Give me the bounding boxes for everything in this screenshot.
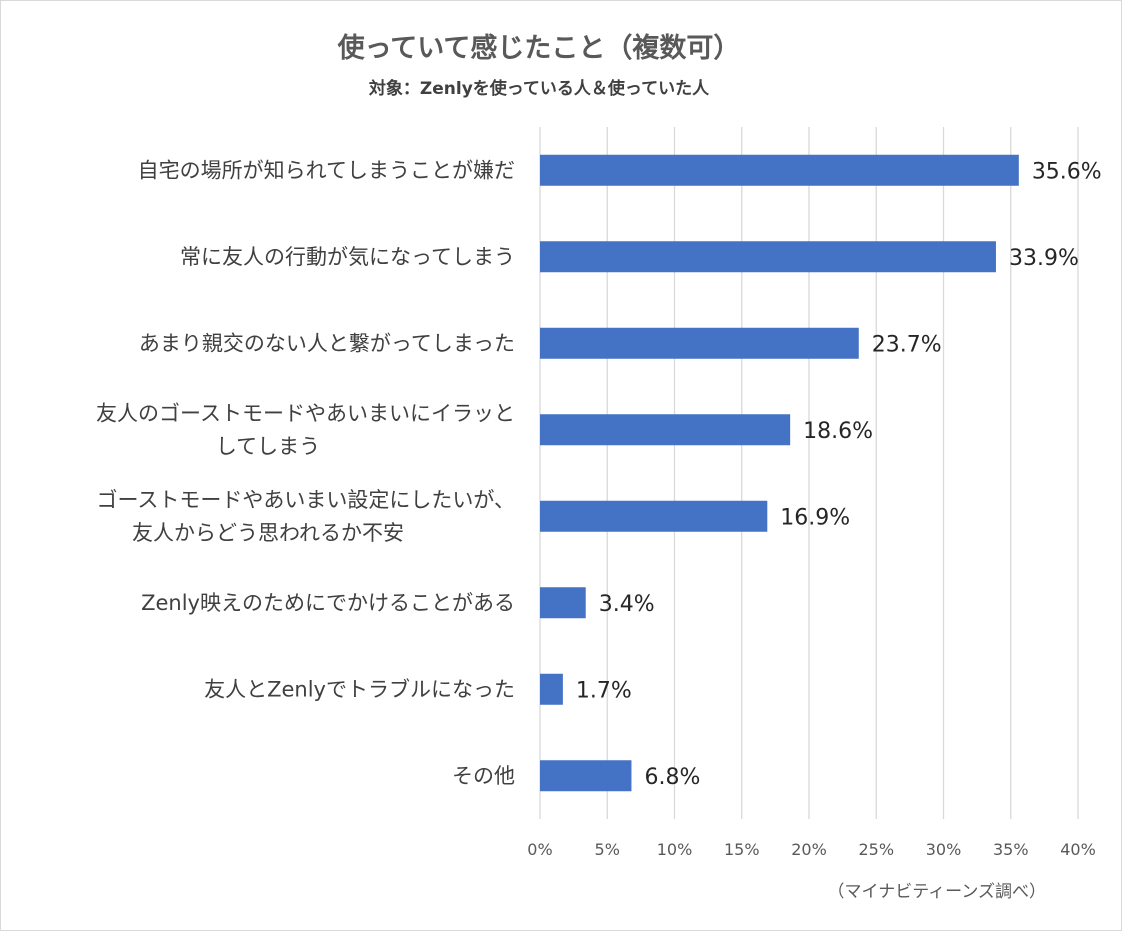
data-label: 18.6% bbox=[803, 419, 873, 444]
bar bbox=[540, 760, 632, 792]
category-label: Zenly映えのためにでかけることがある bbox=[141, 591, 515, 615]
chart-subtitle: 対象：Zenlyを使っている人＆使っていた人 bbox=[368, 78, 710, 99]
data-label: 23.7% bbox=[872, 332, 942, 357]
x-tick-label: 30% bbox=[926, 840, 962, 859]
data-label: 3.4% bbox=[599, 592, 655, 617]
category-label: 友人とZenlyでトラブルになった bbox=[204, 677, 515, 701]
bar bbox=[540, 241, 996, 273]
category-label: 自宅の場所が知られてしまうことが嫌だ bbox=[138, 158, 515, 182]
category-label: 友人のゴーストモードやあいまいにイラッと bbox=[96, 401, 515, 425]
x-tick-label: 5% bbox=[595, 840, 620, 859]
bar bbox=[540, 587, 586, 619]
x-axis-ticks: 0% 5% 10% 15% 20% 25% 30% 35% 40% bbox=[527, 840, 1095, 859]
category-label: 友人からどう思われるか不安 bbox=[132, 521, 404, 545]
bar bbox=[540, 414, 791, 446]
category-label: ゴーストモードやあいまい設定にしたいが、 bbox=[96, 488, 515, 512]
bar bbox=[540, 154, 1019, 186]
source-note: （マイナビティーンズ調べ） bbox=[828, 882, 1046, 902]
data-label: 1.7% bbox=[576, 678, 632, 703]
gridlines bbox=[539, 127, 1079, 819]
x-tick-label: 20% bbox=[791, 840, 827, 859]
x-tick-label: 0% bbox=[527, 840, 552, 859]
bars bbox=[540, 154, 1019, 792]
bar bbox=[540, 327, 859, 359]
category-label: あまり親交のない人と繋がってしまった bbox=[139, 331, 515, 355]
category-label: その他 bbox=[452, 764, 515, 788]
value-labels: 35.6% 33.9% 23.7% 18.6% 16.9% 3.4% 1.7% 6.8% bbox=[576, 159, 1102, 790]
x-tick-label: 15% bbox=[724, 840, 760, 859]
x-tick-label: 25% bbox=[858, 840, 894, 859]
x-tick-label: 35% bbox=[993, 840, 1029, 859]
data-label: 16.9% bbox=[780, 505, 850, 530]
data-label: 35.6% bbox=[1032, 159, 1102, 184]
bar bbox=[540, 673, 563, 705]
category-labels: 自宅の場所が知られてしまうことが嫌だ常に友人の行動が気になってしまうあまり親交の… bbox=[96, 158, 515, 788]
x-tick-label: 10% bbox=[657, 840, 693, 859]
data-label: 33.9% bbox=[1009, 246, 1079, 271]
category-label: 常に友人の行動が気になってしまう bbox=[180, 245, 515, 269]
chart-title: 使っていて感じたこと（複数可） bbox=[337, 32, 741, 64]
category-label: してしまう bbox=[216, 434, 320, 458]
bar bbox=[540, 500, 768, 532]
x-tick-label: 40% bbox=[1060, 840, 1096, 859]
data-label: 6.8% bbox=[644, 765, 700, 790]
